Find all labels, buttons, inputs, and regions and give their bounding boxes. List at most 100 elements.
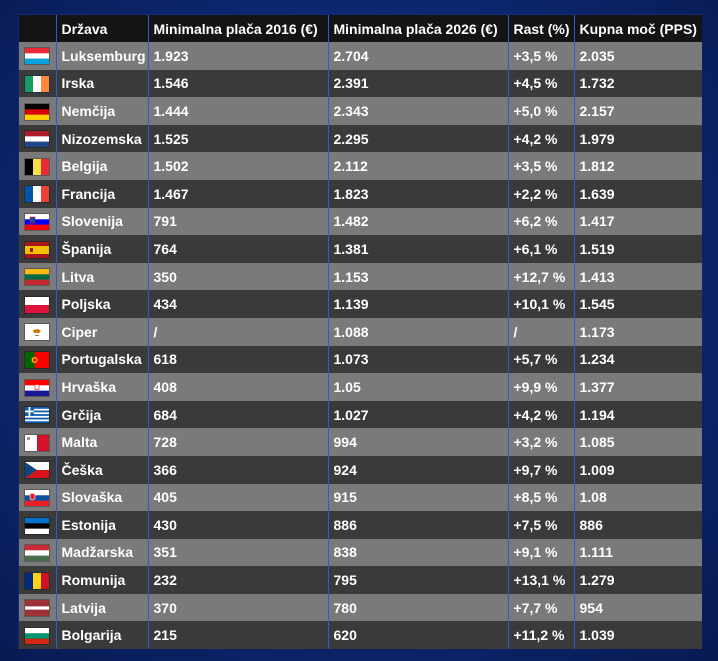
wage-2026-value: 1.139 [328,290,509,318]
estonia-flag-icon [25,517,50,534]
header-wage-2016: Minimalna plača 2016 (€) [148,15,329,42]
wage-table-frame: Država Minimalna plača 2016 (€) Minimaln… [18,14,702,650]
flag-cell [19,621,57,650]
wage-2016-value: 366 [148,455,329,484]
wage-2026-value: 1.027 [328,400,509,429]
header-growth: Rast (%) [508,15,575,42]
flag-cell [19,455,57,484]
lithuania-flag-icon [25,269,50,286]
table-row: Malta 728 994 +3,2 % 1.085 [19,428,702,456]
wage-2016-value: 434 [148,290,329,318]
pps-value: 1.085 [574,428,702,456]
flag-cell [19,428,57,456]
country-name: Portugalska [56,345,149,374]
pps-value: 1.234 [574,345,702,374]
flag-cell [19,566,57,594]
country-name: Malta [56,428,149,456]
cyprus-flag-icon [25,324,50,341]
wage-2026-value: 2.343 [328,97,509,125]
growth-value: +7,7 % [508,593,575,622]
country-name: Estonija [56,511,149,539]
wage-2026-value: 1.381 [328,235,509,263]
country-name: Grčija [56,400,149,429]
country-name: Španija [56,235,149,263]
header-country: Država [56,15,149,42]
growth-value: +6,2 % [508,207,575,236]
wage-2026-value: 1.823 [328,179,509,208]
flag-cell [19,290,57,318]
flag-cell [19,593,57,622]
wage-2016-value: 764 [148,235,329,263]
belgium-flag-icon [25,158,50,175]
flag-cell [19,69,57,98]
table-row: Hrvaška 408 1.05 +9,9 % 1.377 [19,373,702,401]
country-name: Nizozemska [56,124,149,153]
ireland-flag-icon [25,76,50,93]
wage-2016-value: 1.444 [148,97,329,125]
flag-cell [19,207,57,236]
pps-value: 1.545 [574,290,702,318]
country-name: Češka [56,455,149,484]
table-row: Slovenija 791 1.482 +6,2 % 1.417 [19,207,702,236]
wage-2026-value: 2.391 [328,69,509,98]
wage-2026-value: 795 [328,566,509,594]
wage-2026-value: 886 [328,511,509,539]
table-row: Nizozemska 1.525 2.295 +4,2 % 1.979 [19,124,702,153]
flag-cell [19,262,57,291]
table-row: Slovaška 405 915 +8,5 % 1.08 [19,483,702,512]
growth-value: +11,2 % [508,621,575,650]
table-row: Ciper/1.088/1.173 [19,317,702,346]
spain-flag-icon [25,241,50,258]
pps-value: 1.009 [574,455,702,484]
pps-value: 1.979 [574,124,702,153]
growth-value: +4,2 % [508,124,575,153]
wage-2026-value: 780 [328,593,509,622]
wage-2016-value: 1.923 [148,42,329,70]
country-name: Madžarska [56,538,149,567]
table-row: Nemčija 1.444 2.343 +5,0 % 2.157 [19,97,702,125]
country-name: Poljska [56,290,149,318]
header-wage-2026: Minimalna plača 2026 (€) [328,15,509,42]
pps-value: 1.639 [574,179,702,208]
pps-value: 2.035 [574,42,702,70]
flag-cell [19,400,57,429]
pps-value: 886 [574,511,702,539]
wage-2026-value: 838 [328,538,509,567]
netherlands-flag-icon [25,131,50,148]
table-row: Madžarska 351 838 +9,1 % 1.111 [19,538,702,567]
growth-value: +3,5 % [508,42,575,70]
flag-cell [19,345,57,374]
croatia-flag-icon [25,379,50,396]
wage-2016-value: 1.525 [148,124,329,153]
wage-2016-value: 430 [148,511,329,539]
growth-value: +3,5 % [508,152,575,180]
pps-value: 954 [574,593,702,622]
table-body: Luksemburg 1.923 2.704 +3,5 % 2.035 Irska 1.54… [19,42,702,650]
wage-2026-value: 915 [328,483,509,512]
wage-2026-value: 2.704 [328,42,509,70]
country-name: Belgija [56,152,149,180]
wage-2016-value: 232 [148,566,329,594]
country-name: Slovaška [56,483,149,512]
table-row: Litva 350 1.153 +12,7 % 1.413 [19,262,702,291]
flag-cell [19,235,57,263]
pps-value: 1.194 [574,400,702,429]
table-header-row: Država Minimalna plača 2016 (€) Minimaln… [19,15,702,42]
pps-value: 1.111 [574,538,702,567]
wage-2026-value: 1.482 [328,207,509,236]
wage-2016-value: / [148,317,329,346]
country-name: Irska [56,69,149,98]
table-row: Belgija 1.502 2.112 +3,5 % 1.812 [19,152,702,180]
pps-value: 1.519 [574,235,702,263]
wage-2016-value: 1.546 [148,69,329,98]
growth-value: +3,2 % [508,428,575,456]
country-name: Francija [56,179,149,208]
flag-cell [19,124,57,153]
table-row: Luksemburg 1.923 2.704 +3,5 % 2.035 [19,42,702,70]
flag-cell [19,483,57,512]
flag-cell [19,317,57,346]
pps-value: 1.417 [574,207,702,236]
growth-value: +9,1 % [508,538,575,567]
header-flag [19,15,57,42]
growth-value: +13,1 % [508,566,575,594]
